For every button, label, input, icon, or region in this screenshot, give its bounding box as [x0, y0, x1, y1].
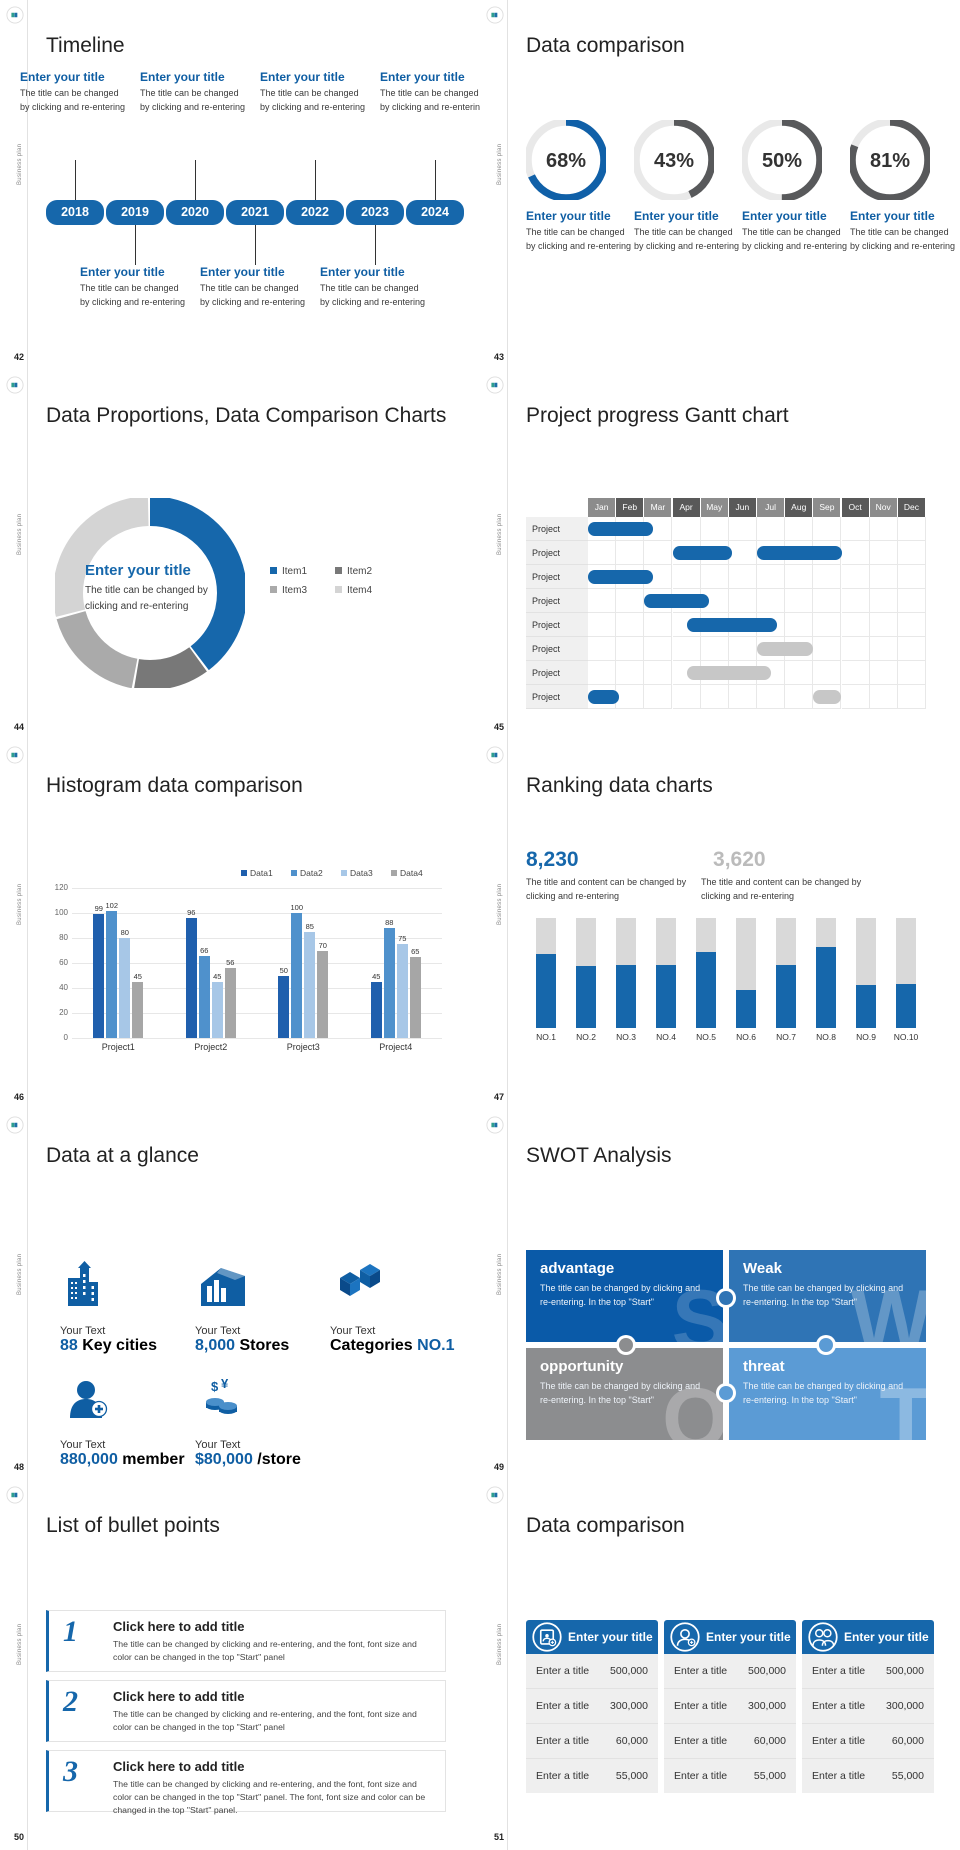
svg-text:68%: 68% [546, 150, 586, 172]
svg-text:50%: 50% [762, 150, 802, 172]
svg-text:¥: ¥ [221, 1376, 229, 1391]
svg-text:81%: 81% [870, 150, 910, 172]
svg-text:43%: 43% [654, 150, 694, 172]
svg-text:$: $ [211, 1379, 219, 1394]
